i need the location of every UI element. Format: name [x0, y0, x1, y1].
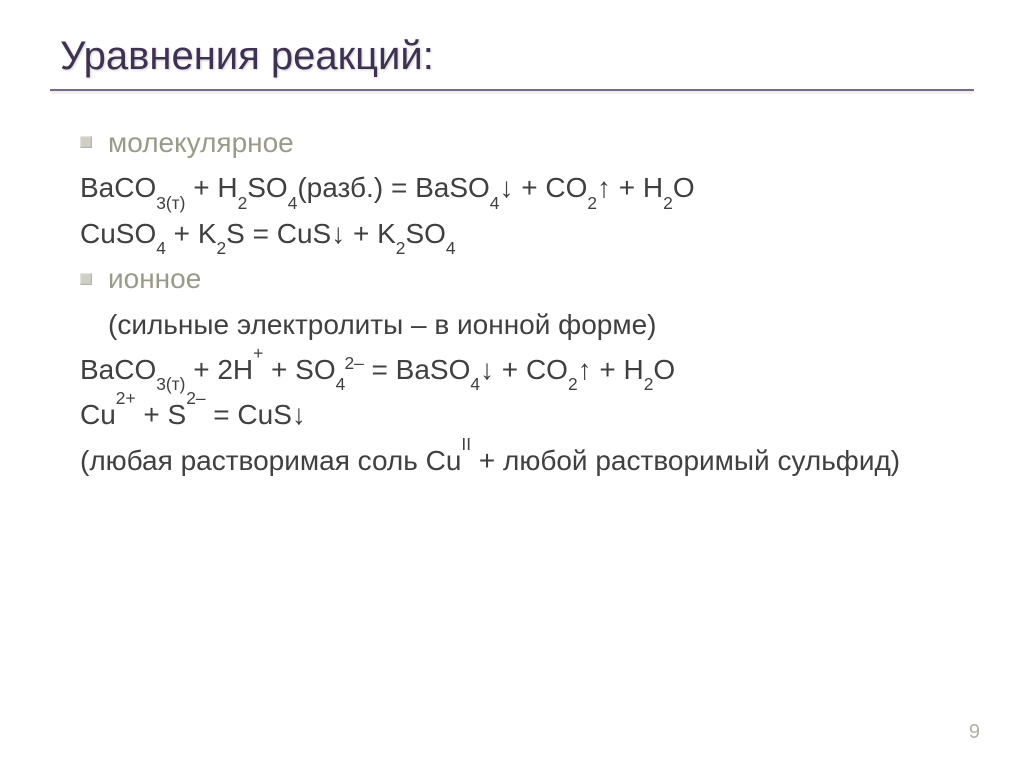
equation-line: CuSO4 + K2S = CuS↓ + K2SO4 [80, 212, 974, 255]
equation-line: BaCO3(т) + 2H+ + SO42– = BaSO4↓ + CO2↑ +… [80, 348, 974, 391]
slide: Уравнения реакций: молекулярное BaCO3(т)… [0, 0, 1024, 768]
note-line: (сильные электролиты – в ионной форме) [80, 303, 974, 346]
section-label: ионное [108, 263, 201, 294]
section-heading-molecular: молекулярное [80, 121, 974, 164]
section-heading-ionic: ионное [80, 257, 974, 300]
equation-line: Cu2+ + S2– = CuS↓ [80, 393, 974, 436]
slide-content: молекулярное BaCO3(т) + H2SO4(разб.) = B… [50, 121, 974, 482]
title-rule [50, 89, 974, 91]
slide-title: Уравнения реакций: [60, 34, 974, 79]
equation-line: BaCO3(т) + H2SO4(разб.) = BaSO4↓ + CO2↑ … [80, 166, 974, 209]
section-label: молекулярное [108, 127, 294, 158]
note-line: (любая растворимая соль CuII + любой рас… [80, 439, 974, 482]
slide-number: 9 [969, 721, 980, 744]
